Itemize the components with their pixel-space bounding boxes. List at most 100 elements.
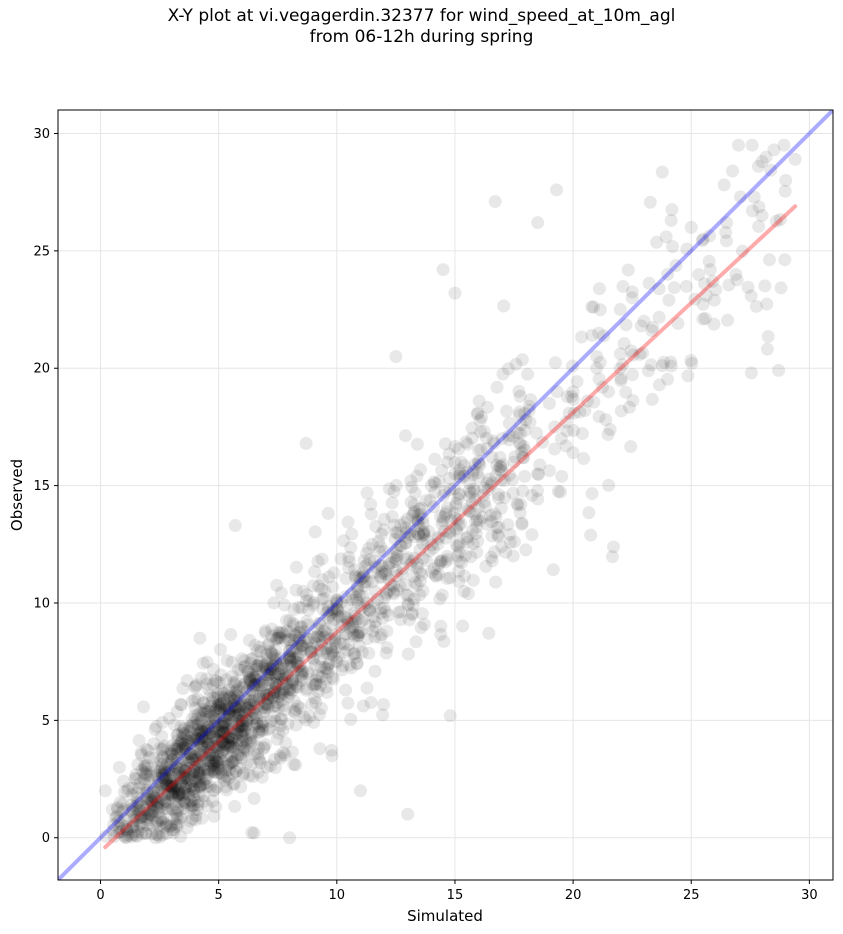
data-point [311, 685, 325, 699]
data-point [308, 636, 322, 650]
data-point [133, 798, 147, 812]
data-point [150, 800, 164, 814]
data-point [320, 685, 334, 699]
data-point [393, 539, 407, 553]
data-point [98, 784, 112, 798]
data-point [468, 457, 482, 471]
data-point [289, 758, 303, 772]
data-point [157, 779, 171, 793]
data-point [260, 760, 274, 774]
data-point [336, 659, 350, 673]
data-point [303, 709, 317, 723]
data-point [293, 648, 307, 662]
data-point [367, 597, 381, 611]
data-point [221, 693, 235, 707]
chart-title-line-2: from 06-12h during spring [309, 27, 534, 47]
data-point [401, 647, 415, 661]
data-point [285, 745, 299, 759]
data-point [171, 740, 185, 754]
data-point [453, 487, 467, 501]
data-point [360, 558, 374, 572]
data-point [330, 596, 344, 610]
data-point [210, 732, 224, 746]
data-point [309, 696, 323, 710]
data-point [176, 682, 190, 696]
data-point [226, 699, 240, 713]
data-point [381, 560, 395, 574]
data-point [134, 746, 148, 760]
data-point [282, 649, 296, 663]
data-point [289, 629, 303, 643]
data-point [194, 778, 208, 792]
data-point [345, 527, 359, 541]
data-point [243, 733, 257, 747]
data-point [205, 726, 219, 740]
data-point [376, 698, 390, 712]
data-point [189, 679, 203, 693]
data-point [385, 555, 399, 569]
data-point [153, 830, 167, 844]
data-point [135, 763, 149, 777]
data-point [614, 374, 628, 388]
data-point [488, 195, 502, 209]
data-point [208, 712, 222, 726]
data-point [213, 699, 227, 713]
data-point [288, 628, 302, 642]
data-point [408, 551, 422, 565]
data-point [276, 746, 290, 760]
data-point [328, 636, 342, 650]
data-point [166, 747, 180, 761]
data-point [532, 467, 546, 481]
data-point [199, 772, 213, 786]
data-point [410, 561, 424, 575]
data-point [257, 678, 271, 692]
data-point [587, 300, 601, 314]
data-point [319, 642, 333, 656]
data-point [170, 705, 184, 719]
data-point [205, 764, 219, 778]
data-point [472, 443, 486, 457]
data-point [209, 703, 223, 717]
data-point [222, 701, 236, 715]
data-point [268, 761, 282, 775]
data-point [313, 617, 327, 631]
data-point [472, 470, 486, 484]
data-point [300, 615, 314, 629]
data-point [452, 554, 466, 568]
data-point [170, 747, 184, 761]
data-point [256, 706, 270, 720]
data-point [465, 431, 479, 445]
data-point [266, 650, 280, 664]
data-point [240, 692, 254, 706]
data-points [98, 138, 802, 845]
data-point [452, 469, 466, 483]
data-point [165, 776, 179, 790]
data-point [373, 540, 387, 554]
data-point [297, 625, 311, 639]
data-point [217, 726, 231, 740]
data-point [286, 616, 300, 630]
data-point [394, 605, 408, 619]
data-point [416, 551, 430, 565]
data-point [502, 416, 516, 430]
data-point [207, 715, 221, 729]
data-point [155, 761, 169, 775]
data-point [250, 717, 264, 731]
data-point [274, 712, 288, 726]
data-point [448, 455, 462, 469]
data-point [205, 748, 219, 762]
data-point [230, 723, 244, 737]
data-point [664, 355, 678, 369]
data-point [458, 549, 472, 563]
data-point [603, 423, 617, 437]
data-point [260, 651, 274, 665]
data-point [450, 524, 464, 538]
data-point [166, 788, 180, 802]
data-point [224, 732, 238, 746]
data-point [390, 543, 404, 557]
data-point [151, 785, 165, 799]
data-point [550, 183, 564, 197]
data-point [225, 722, 239, 736]
data-point [131, 795, 145, 809]
data-point [376, 708, 390, 722]
